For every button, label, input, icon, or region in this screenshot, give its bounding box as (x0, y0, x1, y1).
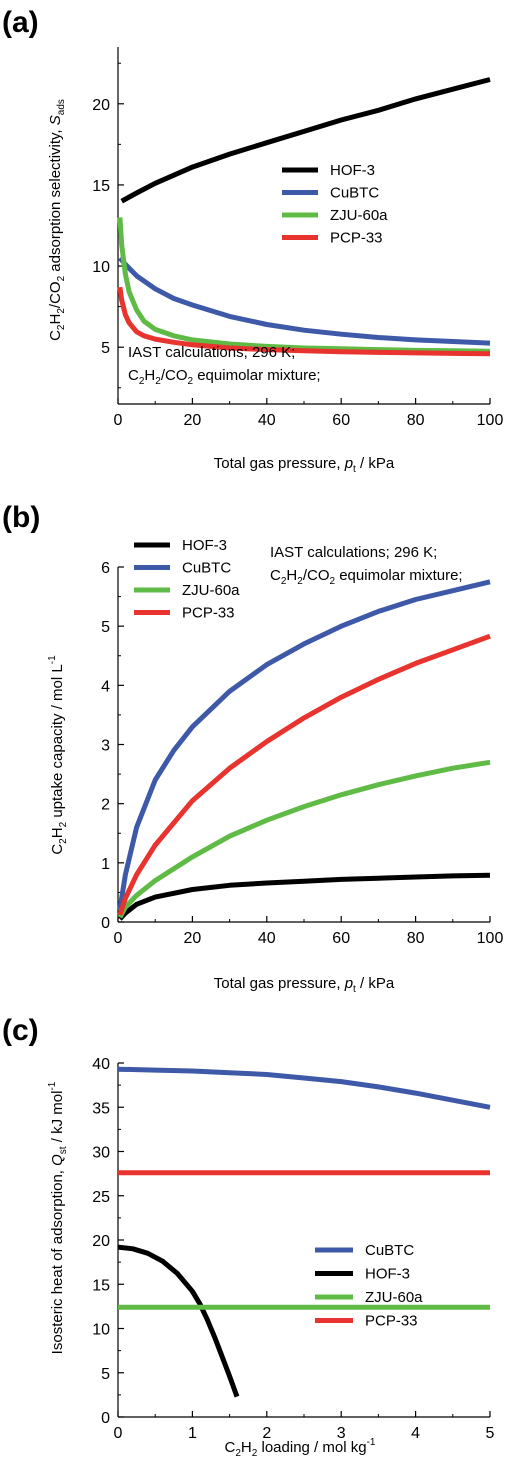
panel-c-series (117, 1066, 491, 1398)
panel-b-legend: HOF-3 CuBTC ZJU-60a PCP-33 (134, 537, 240, 622)
series-line-hof-3 (117, 1244, 240, 1398)
y-tick-label: 6 (101, 560, 110, 577)
legend-label-hof-3: HOF-3 (365, 1266, 410, 1283)
x-tick-label: 40 (258, 412, 276, 429)
legend-label-zju-60a: ZJU-60a (365, 1289, 423, 1306)
y-tick-label: 30 (92, 1145, 110, 1162)
y-tick-label: 2 (101, 797, 110, 814)
panel-c-ticks: 0 1 2 3 4 5 0 5 10 15 20 25 30 35 40 (92, 1056, 494, 1442)
x-tick-label: 5 (486, 1425, 495, 1442)
y-tick-label: 4 (101, 678, 110, 695)
panel-a-ylabel: C2H2/CO2 adsorption selectivity, Sads (47, 99, 67, 341)
panel-c-label: (c) (2, 1014, 39, 1047)
panel-c-xlabel: C2H2 loading / mol kg-1 (225, 1437, 376, 1459)
panel-b-label: (b) (2, 501, 40, 534)
panel-b-annotation-line2: C2H2/CO2 equimolar mixture; (270, 567, 463, 587)
y-tick-label: 5 (101, 619, 110, 636)
x-tick-label: 80 (407, 930, 425, 947)
x-tick-label: 20 (184, 412, 202, 429)
panel-c: (c) 0 1 2 3 4 5 0 5 10 15 20 25 30 35 40 CuBTC HOF-3 ZJU… (2, 1014, 495, 1459)
panel-b-series (117, 579, 491, 921)
series-line-cubtc (117, 579, 491, 910)
series-line-hof-3 (120, 77, 491, 204)
panel-c-ylabel: Isosteric heat of adsorption, Qst / kJ m… (47, 1081, 69, 1354)
panel-b-xlabel: Total gas pressure, pt / kPa (214, 975, 395, 995)
panel-a: (a) 0 20 40 60 80 100 5 10 15 20 HOF-3 CuBTC ZJU-60… (2, 6, 503, 475)
legend-label-cubtc: CuBTC (182, 560, 231, 577)
series-line-zju-60a (117, 217, 491, 354)
y-tick-label: 0 (101, 1410, 110, 1427)
x-tick-label: 1 (188, 1425, 197, 1442)
legend-label-hof-3: HOF-3 (330, 162, 375, 179)
y-tick-label: 5 (101, 1366, 110, 1383)
panel-a-xlabel: Total gas pressure, pt / kPa (214, 455, 395, 475)
x-tick-label: 60 (332, 930, 350, 947)
panel-a-series (117, 77, 491, 357)
series-line-pcp-33 (117, 633, 491, 916)
y-tick-label: 5 (101, 340, 110, 357)
x-tick-label: 0 (114, 412, 123, 429)
series-line-cubtc (117, 1066, 491, 1110)
panel-b-ylabel: C2H2 uptake capacity / mol L-1 (47, 655, 69, 855)
legend-label-pcp-33: PCP-33 (182, 605, 235, 622)
y-tick-label: 10 (92, 1322, 110, 1339)
x-tick-label: 2 (262, 1425, 271, 1442)
panel-b: (b) 0 20 40 60 80 100 0 1 2 3 4 5 6 HOF-3 CuBTC ZJU-60… (2, 501, 503, 995)
legend-label-pcp-33: PCP-33 (365, 1313, 418, 1330)
y-tick-label: 3 (101, 738, 110, 755)
panel-b-ticks: 0 20 40 60 80 100 0 1 2 3 4 5 6 (101, 560, 503, 947)
y-tick-label: 1 (101, 856, 110, 873)
series-line-hof-3 (118, 872, 491, 921)
x-tick-label: 100 (477, 930, 504, 947)
panel-c-axis-frame (117, 1063, 490, 1418)
y-tick-label: 20 (92, 1233, 110, 1250)
y-tick-label: 35 (92, 1100, 110, 1117)
legend-label-zju-60a: ZJU-60a (182, 582, 240, 599)
y-tick-label: 25 (92, 1189, 110, 1206)
x-tick-label: 0 (114, 1425, 123, 1442)
series-line-zju-60a (117, 759, 491, 919)
y-tick-label: 15 (92, 178, 110, 195)
x-tick-label: 40 (258, 930, 276, 947)
x-tick-label: 3 (337, 1425, 346, 1442)
y-tick-label: 15 (92, 1277, 110, 1294)
panel-a-annotation-line2: C2H2/CO2 equimolar mixture; (128, 367, 321, 387)
y-tick-label: 10 (92, 259, 110, 276)
x-tick-label: 60 (332, 412, 350, 429)
series-line-cubtc (118, 256, 491, 346)
panel-c-legend: CuBTC HOF-3 ZJU-60a PCP-33 (315, 1242, 423, 1330)
y-tick-label: 0 (101, 915, 110, 932)
panel-a-ticks: 0 20 40 60 80 100 5 10 15 20 (92, 62, 504, 429)
x-tick-label: 4 (411, 1425, 420, 1442)
x-tick-label: 20 (184, 930, 202, 947)
panel-a-legend: HOF-3 CuBTC ZJU-60a PCP-33 (282, 162, 388, 247)
x-tick-label: 100 (477, 412, 504, 429)
legend-label-cubtc: CuBTC (330, 185, 379, 202)
y-tick-label: 40 (92, 1056, 110, 1073)
panel-a-label: (a) (2, 6, 39, 39)
series-line-pcp-33 (117, 286, 491, 357)
legend-label-zju-60a: ZJU-60a (330, 207, 388, 224)
x-tick-label: 0 (114, 930, 123, 947)
legend-label-hof-3: HOF-3 (182, 537, 227, 554)
legend-label-cubtc: CuBTC (365, 1242, 414, 1259)
panel-b-annotation-line1: IAST calculations; 296 K; (270, 544, 437, 561)
legend-label-pcp-33: PCP-33 (330, 230, 383, 247)
x-tick-label: 80 (407, 412, 425, 429)
y-tick-label: 20 (92, 97, 110, 114)
panel-a-annotation-line1: IAST calculations; 296 K; (128, 344, 295, 361)
